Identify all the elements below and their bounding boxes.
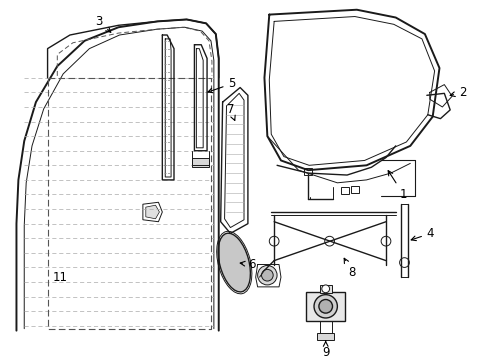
Circle shape <box>318 300 332 313</box>
Polygon shape <box>145 205 159 219</box>
Text: 7: 7 <box>226 103 235 120</box>
Text: 8: 8 <box>344 258 355 279</box>
Circle shape <box>321 285 329 293</box>
Circle shape <box>261 269 273 281</box>
Circle shape <box>313 294 337 318</box>
Text: 2: 2 <box>449 86 466 99</box>
Bar <box>319 285 331 293</box>
Bar <box>304 168 311 175</box>
Circle shape <box>269 236 279 246</box>
Circle shape <box>399 258 408 267</box>
Circle shape <box>324 236 334 246</box>
Text: 3: 3 <box>95 15 111 32</box>
Text: 4: 4 <box>410 227 433 240</box>
Bar <box>191 158 208 167</box>
Bar <box>305 292 345 321</box>
Text: 5: 5 <box>207 77 235 93</box>
Text: 11: 11 <box>53 271 67 284</box>
Text: 1: 1 <box>387 171 407 201</box>
Bar <box>316 333 334 340</box>
Ellipse shape <box>218 233 250 292</box>
Bar <box>341 187 348 194</box>
Circle shape <box>380 236 390 246</box>
Text: 9: 9 <box>321 341 329 359</box>
Circle shape <box>257 265 277 285</box>
Text: 6: 6 <box>240 258 255 271</box>
Bar <box>350 186 358 193</box>
